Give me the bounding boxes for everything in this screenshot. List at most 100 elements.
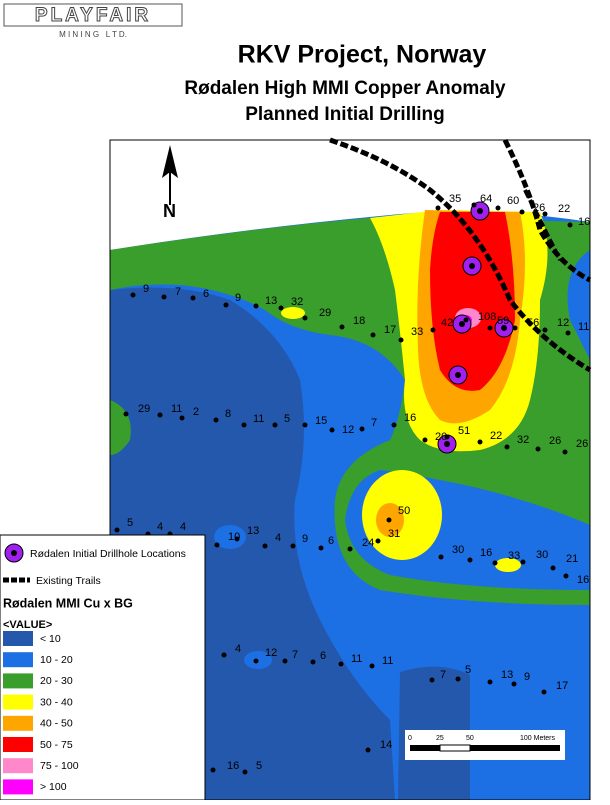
sample-label: 22 [490, 430, 502, 442]
sample-label: 13 [247, 525, 259, 537]
north-label: N [163, 201, 176, 221]
legend-swatch [3, 694, 33, 710]
legend-heading: Rødalen MMI Cu x BG [3, 596, 133, 610]
legend-label: 75 - 100 [40, 760, 79, 772]
drillhole-center [459, 321, 465, 327]
sample-point [386, 517, 392, 523]
legend: Rødalen Initial Drillhole Locations Exis… [0, 534, 206, 801]
scale-label: 0 [408, 735, 412, 742]
sample-label: 17 [556, 680, 568, 692]
sample-point [435, 205, 441, 211]
sample-label: 11 [351, 653, 362, 665]
sample-point [157, 412, 163, 418]
legend-swatch [3, 715, 33, 731]
sample-label: 9 [302, 533, 308, 545]
sample-label: 21 [566, 553, 578, 565]
sample-point [422, 437, 428, 443]
sample-point [492, 560, 498, 566]
sample-label: 24 [362, 537, 374, 549]
sample-label: 56 [527, 317, 539, 329]
outside-area [110, 140, 590, 250]
sample-point [512, 325, 518, 331]
sample-point [242, 769, 248, 775]
logo-sub: M I N I N G L T D. [59, 30, 127, 39]
sample-point [438, 554, 444, 560]
sample-point [213, 417, 219, 423]
sample-point [398, 337, 404, 343]
sample-point [541, 689, 547, 695]
subtitle: Planned Initial Drilling [245, 104, 445, 125]
legend-label: 20 - 30 [40, 675, 73, 687]
sample-label: 10 [228, 531, 240, 543]
sample-label: 4 [157, 521, 163, 533]
sample-point [467, 557, 473, 563]
legend-label: 40 - 50 [40, 718, 73, 730]
sample-point [262, 543, 268, 549]
sample-point [455, 676, 461, 682]
legend-label: > 100 [40, 781, 67, 793]
sample-label: 30 [536, 549, 548, 561]
sample-point [223, 302, 229, 308]
sample-point [347, 546, 353, 552]
sample-label: 4 [180, 521, 186, 533]
sample-point [114, 527, 120, 533]
trail [502, 138, 592, 283]
sample-point [444, 434, 450, 440]
sample-point [302, 315, 308, 321]
sample-label: 9 [143, 283, 149, 295]
sample-label: 33 [411, 326, 423, 338]
sample-point [190, 295, 196, 301]
pocket [214, 525, 246, 549]
sample-point [562, 449, 568, 455]
sample-label: 16 [480, 547, 492, 559]
sample-point [519, 209, 525, 215]
sample-label: 60 [507, 195, 519, 207]
sample-point [511, 681, 517, 687]
sample-label: 42 [441, 317, 453, 329]
sample-label: 108 [478, 311, 496, 323]
north-arrow [162, 145, 178, 178]
sample-point [179, 415, 185, 421]
sample-point [253, 303, 259, 309]
sample-label: 12 [557, 317, 569, 329]
legend-label: 50 - 75 [40, 739, 73, 751]
sample-point [471, 202, 477, 208]
trail [523, 189, 562, 261]
drillhole-center [477, 208, 483, 214]
sample-label: 51 [458, 425, 470, 437]
sample-point [214, 542, 220, 548]
sample-point [161, 294, 167, 300]
sample-point [310, 659, 316, 665]
sample-label: 7 [175, 286, 181, 298]
sample-point [563, 573, 569, 579]
sample-point [495, 205, 501, 211]
logo-box [3, 3, 183, 27]
sample-label: 11 [171, 403, 182, 415]
sample-label: 32 [517, 434, 529, 446]
sample-label: 13 [265, 295, 277, 307]
sample-point [370, 332, 376, 338]
drillhole-center [455, 372, 461, 378]
sample-label: 33 [508, 550, 520, 562]
sample-label: 22 [558, 203, 570, 215]
drillhole-icon [11, 550, 17, 556]
sample-label: 16 [404, 412, 416, 424]
sample-label: 26 [576, 438, 588, 450]
sample-point [338, 661, 344, 667]
sample-label: 35 [449, 193, 461, 205]
sample-label: 17 [384, 324, 396, 336]
drillhole-center [444, 441, 450, 447]
scale-label: 100 Meters [520, 735, 556, 742]
legend-swatch [3, 737, 33, 752]
sample-label: 16 [227, 760, 239, 772]
anomaly-core [430, 212, 515, 391]
legend-swatch [3, 631, 33, 646]
title: RKV Project, Norway [238, 41, 487, 69]
sample-label: 32 [291, 296, 303, 308]
sample-label: 4 [235, 643, 241, 655]
sample-point [391, 422, 397, 428]
sample-label: 16 [578, 216, 590, 228]
sample-label: 14 [380, 739, 392, 751]
sample-point [565, 330, 571, 336]
